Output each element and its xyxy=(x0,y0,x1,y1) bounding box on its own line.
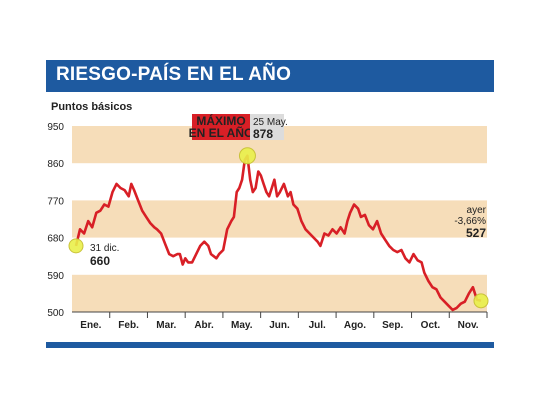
x-tick-label: May. xyxy=(231,320,253,331)
x-tick-label: Mar. xyxy=(156,320,176,331)
y-tick-label: 500 xyxy=(47,308,64,319)
y-tick-label: 860 xyxy=(47,159,64,170)
x-tick-label: Jul. xyxy=(309,320,326,331)
start-marker xyxy=(68,238,84,254)
x-tick-label: Ene. xyxy=(80,320,101,331)
chart-bands xyxy=(72,126,487,312)
x-tick-label: Ago. xyxy=(344,320,366,331)
start-value: 660 xyxy=(90,254,110,268)
x-tick-label: Jun. xyxy=(269,320,290,331)
x-axis-ticks: Ene. Feb. Mar. Abr. May. Jun. Jul. Ago. Sep. Oct.… xyxy=(80,312,488,331)
bottom-bar xyxy=(46,342,494,348)
x-tick-label: Abr. xyxy=(194,320,214,331)
max-annotation: MÁXIMO EN EL AÑO 25 May. 878 xyxy=(189,113,288,141)
max-date: 25 May. xyxy=(253,117,288,128)
y-tick-label: 770 xyxy=(47,196,64,207)
end-value: 527 xyxy=(466,226,486,240)
y-axis-ticks: 950 860 770 680 590 500 xyxy=(47,122,64,319)
chart-header: RIESGO-PAÍS EN EL AÑO xyxy=(46,60,494,92)
y-axis-unit-label: Puntos básicos xyxy=(51,101,133,113)
y-tick-label: 680 xyxy=(47,234,64,245)
band xyxy=(72,274,487,312)
max-badge-line-2: EN EL AÑO xyxy=(189,125,254,140)
max-marker xyxy=(238,147,256,165)
chart-title: RIESGO-PAÍS EN EL AÑO xyxy=(56,64,292,85)
start-date: 31 dic. xyxy=(90,243,119,254)
end-change: -3,66% xyxy=(454,216,486,227)
max-value: 878 xyxy=(253,127,273,141)
x-tick-label: Feb. xyxy=(118,320,139,331)
y-tick-label: 950 xyxy=(47,122,64,133)
end-label: ayer xyxy=(467,205,487,216)
x-tick-label: Sep. xyxy=(382,320,403,331)
max-badge xyxy=(192,114,250,140)
max-badge-line-1: MÁXIMO xyxy=(196,113,245,128)
end-marker xyxy=(473,293,489,309)
x-tick-label: Nov. xyxy=(458,320,479,331)
y-tick-label: 590 xyxy=(47,271,64,282)
max-info-box xyxy=(250,114,284,140)
band xyxy=(72,200,487,238)
series-line xyxy=(74,154,482,312)
x-tick-label: Oct. xyxy=(421,320,441,331)
